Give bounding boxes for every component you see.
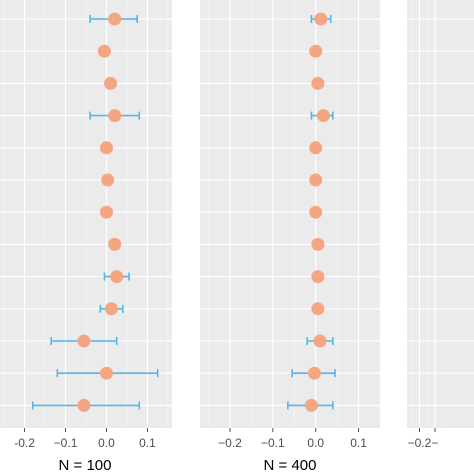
estimate-point (97, 44, 111, 58)
estimate-point (99, 141, 113, 155)
panel-background (200, 0, 380, 428)
estimate-point (313, 334, 327, 348)
estimate-point (309, 205, 323, 219)
estimate-point (314, 12, 328, 26)
estimate-point (309, 141, 323, 155)
estimate-point (104, 76, 118, 90)
estimate-point (108, 109, 122, 123)
estimate-point (311, 270, 325, 284)
panel-label: N = 400 (264, 457, 317, 474)
estimate-point (304, 398, 318, 412)
estimate-point (108, 237, 122, 251)
estimate-point (309, 173, 323, 187)
x-tick-label: -0.2 (14, 436, 35, 450)
estimate-point (77, 398, 91, 412)
estimate-point (307, 366, 321, 380)
estimate-point (101, 173, 115, 187)
estimate-point (110, 270, 124, 284)
estimate-point (99, 205, 113, 219)
panel-third-partial: −0.2− (407, 0, 474, 450)
panel-n-100: -0.2 −0.1 0.0 0.1 N = 100 (0, 0, 172, 474)
x-tick-label: −0.1 (261, 436, 285, 450)
x-tick-label: −0.1 (54, 436, 78, 450)
x-tick-label: 0.1 (139, 436, 156, 450)
x-tick-label: −0.2 (408, 436, 432, 450)
estimate-point (311, 237, 325, 251)
estimate-point (104, 302, 118, 316)
estimate-point (99, 366, 113, 380)
panel-n-400: −0.2 −0.1 0.0 0.1 N = 400 (200, 0, 380, 474)
estimate-point (77, 334, 91, 348)
estimate-point (309, 44, 323, 58)
x-tick-label: 0.0 (307, 436, 324, 450)
estimate-point (311, 76, 325, 90)
estimate-point (108, 12, 122, 26)
estimate-point (316, 109, 330, 123)
x-tick-label: −0.2 (218, 436, 242, 450)
x-tick-label: 0.0 (98, 436, 115, 450)
estimate-point (311, 302, 325, 316)
x-tick-label: − (432, 436, 439, 450)
panel-background (407, 0, 474, 428)
x-tick-label: 0.1 (350, 436, 367, 450)
panel-label: N = 100 (59, 457, 112, 474)
